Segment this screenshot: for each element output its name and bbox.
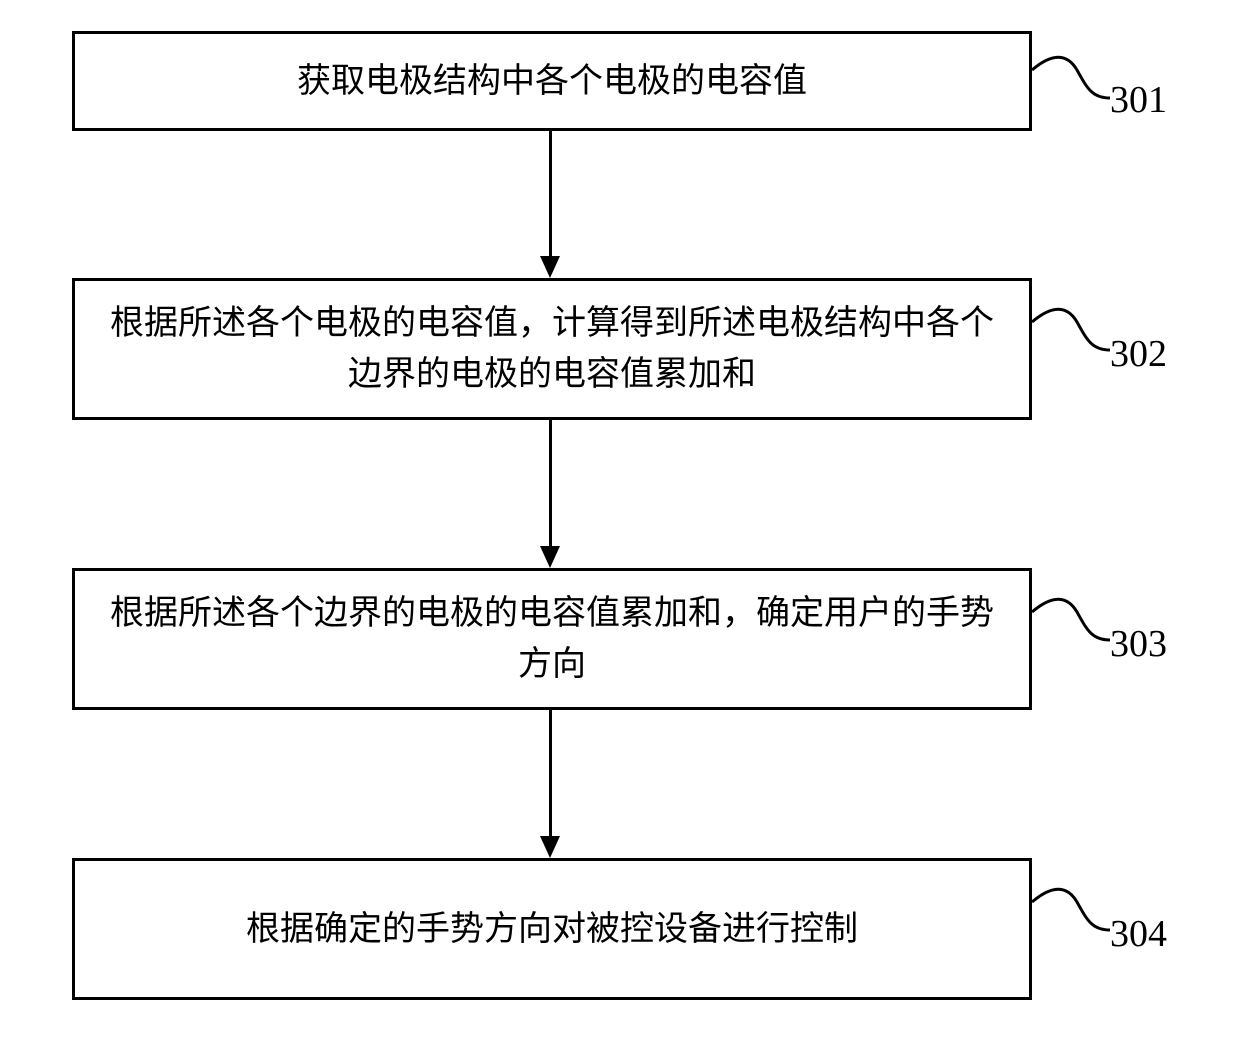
node-label-1: 301 bbox=[1110, 78, 1167, 122]
flowchart-node-2: 根据所述各个电极的电容值，计算得到所述电极结构中各个边界的电极的电容值累加和 bbox=[72, 278, 1032, 420]
arrow-head-3 bbox=[540, 836, 560, 858]
flowchart-canvas: 获取电极结构中各个电极的电容值 301 根据所述各个电极的电容值，计算得到所述电… bbox=[0, 0, 1240, 1061]
arrow-head-1 bbox=[540, 256, 560, 278]
arrow-head-2 bbox=[540, 546, 560, 568]
connector-squiggle-4 bbox=[1032, 880, 1110, 940]
flowchart-node-3: 根据所述各个边界的电极的电容值累加和，确定用户的手势方向 bbox=[72, 568, 1032, 710]
node-text: 根据确定的手势方向对被控设备进行控制 bbox=[246, 904, 858, 955]
node-label-4: 304 bbox=[1110, 912, 1167, 956]
arrow-line-2 bbox=[549, 420, 552, 546]
arrow-line-3 bbox=[549, 710, 552, 836]
connector-squiggle-3 bbox=[1032, 590, 1110, 650]
node-label-3: 303 bbox=[1110, 622, 1167, 666]
node-text: 根据所述各个电极的电容值，计算得到所述电极结构中各个边界的电极的电容值累加和 bbox=[95, 298, 1009, 400]
node-label-2: 302 bbox=[1110, 332, 1167, 376]
node-text: 根据所述各个边界的电极的电容值累加和，确定用户的手势方向 bbox=[95, 588, 1009, 690]
flowchart-node-1: 获取电极结构中各个电极的电容值 bbox=[72, 31, 1032, 131]
arrow-line-1 bbox=[549, 131, 552, 256]
connector-squiggle-2 bbox=[1032, 300, 1110, 360]
node-text: 获取电极结构中各个电极的电容值 bbox=[297, 56, 807, 107]
connector-squiggle-1 bbox=[1032, 48, 1110, 108]
flowchart-node-4: 根据确定的手势方向对被控设备进行控制 bbox=[72, 858, 1032, 1000]
